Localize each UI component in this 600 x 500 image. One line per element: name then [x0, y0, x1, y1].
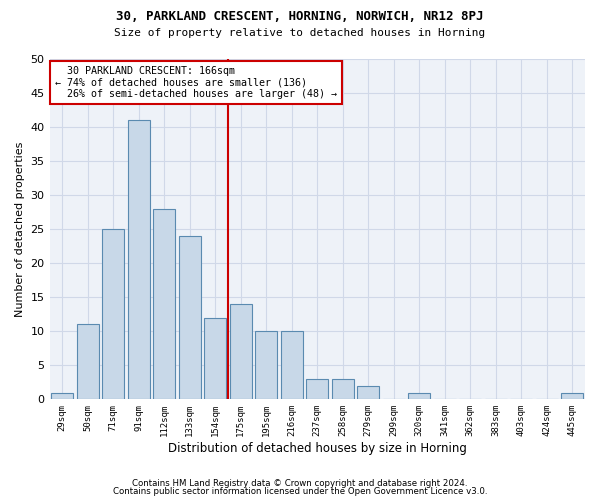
- Bar: [307, 379, 328, 400]
- Bar: [103, 229, 124, 400]
- Text: 30 PARKLAND CRESCENT: 166sqm
← 74% of detached houses are smaller (136)
  26% of: 30 PARKLAND CRESCENT: 166sqm ← 74% of de…: [55, 66, 337, 99]
- Bar: [128, 120, 149, 400]
- Bar: [562, 392, 583, 400]
- Bar: [77, 324, 98, 400]
- Text: 30, PARKLAND CRESCENT, HORNING, NORWICH, NR12 8PJ: 30, PARKLAND CRESCENT, HORNING, NORWICH,…: [116, 10, 484, 23]
- X-axis label: Distribution of detached houses by size in Horning: Distribution of detached houses by size …: [168, 442, 467, 455]
- Bar: [256, 332, 277, 400]
- Bar: [409, 392, 430, 400]
- Bar: [179, 236, 200, 400]
- Bar: [358, 386, 379, 400]
- Bar: [205, 318, 226, 400]
- Text: Size of property relative to detached houses in Horning: Size of property relative to detached ho…: [115, 28, 485, 38]
- Bar: [230, 304, 251, 400]
- Text: Contains public sector information licensed under the Open Government Licence v3: Contains public sector information licen…: [113, 487, 487, 496]
- Bar: [52, 392, 73, 400]
- Text: Contains HM Land Registry data © Crown copyright and database right 2024.: Contains HM Land Registry data © Crown c…: [132, 478, 468, 488]
- Bar: [332, 379, 353, 400]
- Bar: [154, 208, 175, 400]
- Bar: [281, 332, 302, 400]
- Y-axis label: Number of detached properties: Number of detached properties: [15, 142, 25, 317]
